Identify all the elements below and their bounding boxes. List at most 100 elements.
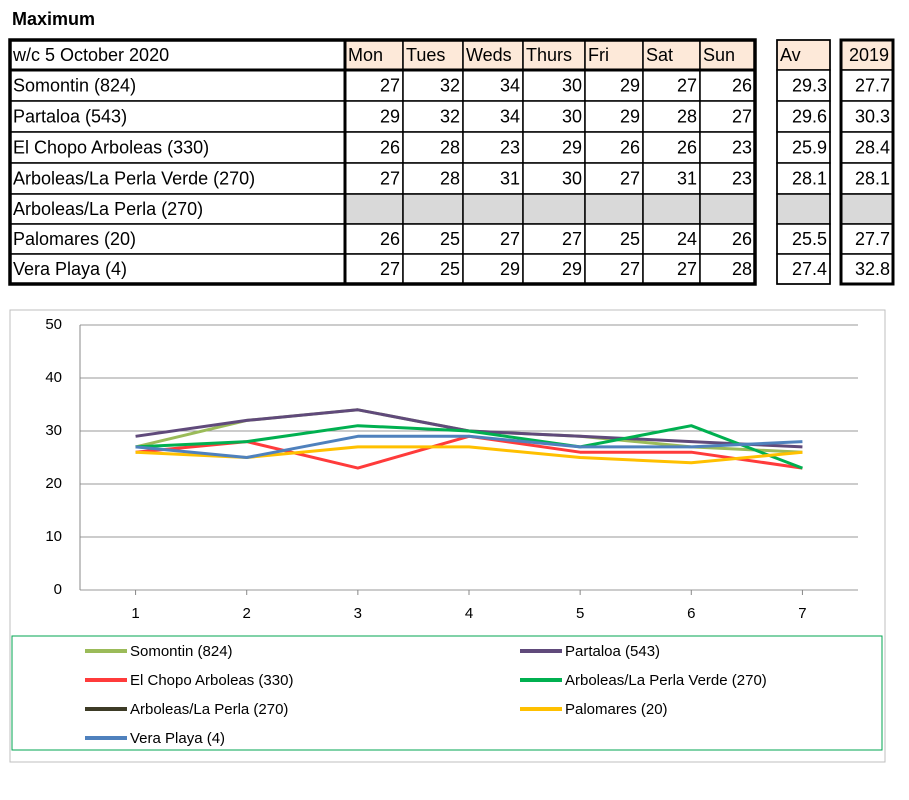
cell xyxy=(9,131,346,164)
cell-value: 27 xyxy=(677,75,697,95)
legend-label: Partaloa (543) xyxy=(565,643,660,660)
cell-value: 26 xyxy=(732,75,752,95)
row-label: Somontin (824) xyxy=(13,75,136,95)
x-tick-label: 4 xyxy=(465,605,473,622)
cell-value: 27 xyxy=(562,229,582,249)
cell xyxy=(522,193,586,225)
cell xyxy=(402,162,464,195)
cell-value: 32 xyxy=(440,75,460,95)
legend-label: Arboleas/La Perla Verde (270) xyxy=(565,672,767,689)
cell xyxy=(840,253,894,285)
cell-value: 32 xyxy=(440,106,460,126)
cell-value: 27.7 xyxy=(855,75,890,95)
cell-value: 31 xyxy=(500,168,520,188)
header-text: Av xyxy=(780,45,801,65)
average-value: 28.1 xyxy=(792,168,827,188)
chart-frame xyxy=(9,309,886,763)
header-text: Sat xyxy=(646,45,673,65)
header-cell xyxy=(642,39,701,71)
y-tick-label: 10 xyxy=(45,528,62,545)
cell xyxy=(840,193,894,225)
cell-value: 27 xyxy=(677,259,697,279)
cell-value: 27 xyxy=(380,168,400,188)
table-border xyxy=(8,38,757,286)
average-value: 25.5 xyxy=(792,229,827,249)
legend-label: Vera Playa (4) xyxy=(130,730,225,747)
header-cell xyxy=(462,39,524,71)
x-tick-label: 5 xyxy=(576,605,584,622)
cell xyxy=(584,223,644,255)
cell-value: 28.4 xyxy=(855,137,890,157)
cell-value: 26 xyxy=(380,229,400,249)
cell xyxy=(699,253,756,285)
header-text: Thurs xyxy=(526,45,572,65)
legend-label: El Chopo Arboleas (330) xyxy=(130,672,293,689)
cell xyxy=(462,100,524,133)
y-tick-label: 0 xyxy=(54,581,62,598)
cell xyxy=(776,193,831,225)
cell-value: 25 xyxy=(620,229,640,249)
cell xyxy=(699,193,756,225)
cell-value: 28 xyxy=(440,137,460,157)
cell xyxy=(642,69,701,102)
cell xyxy=(402,131,464,164)
cell-value: 27 xyxy=(380,259,400,279)
y-tick-label: 50 xyxy=(45,316,62,333)
cell xyxy=(642,253,701,285)
y-tick-label: 40 xyxy=(45,369,62,386)
cell xyxy=(699,69,756,102)
av-border xyxy=(776,39,831,285)
cell-value: 28 xyxy=(732,259,752,279)
cell xyxy=(462,162,524,195)
cell-value: 27 xyxy=(500,229,520,249)
series-line xyxy=(135,424,803,470)
x-tick-label: 2 xyxy=(243,605,251,622)
cell-value: 29 xyxy=(620,106,640,126)
row-label: Arboleas/La Perla Verde (270) xyxy=(13,168,255,188)
cell-value: 26 xyxy=(620,137,640,157)
cell-value: 29 xyxy=(562,259,582,279)
row-label: Vera Playa (4) xyxy=(13,259,127,279)
average-value: 29.6 xyxy=(792,106,827,126)
row-label: Palomares (20) xyxy=(13,229,136,249)
cell-value: 23 xyxy=(500,137,520,157)
header-text: Fri xyxy=(588,45,609,65)
cell-value: 24 xyxy=(677,229,697,249)
y-tick-label: 20 xyxy=(45,475,62,492)
average-value: 27.4 xyxy=(792,259,827,279)
cell-value: 27 xyxy=(620,259,640,279)
average-value: 25.9 xyxy=(792,137,827,157)
cell-value: 26 xyxy=(677,137,697,157)
header-text: Weds xyxy=(466,45,512,65)
header-cell xyxy=(402,39,464,71)
cell-value: 29 xyxy=(562,137,582,157)
y-tick-label: 30 xyxy=(45,422,62,439)
cell xyxy=(584,253,644,285)
cell-value: 30.3 xyxy=(855,106,890,126)
cell-value: 34 xyxy=(500,106,520,126)
cell-value: 25 xyxy=(440,259,460,279)
cell xyxy=(522,131,586,164)
row-label: El Chopo Arboleas (330) xyxy=(13,137,209,157)
x-tick-label: 3 xyxy=(354,605,362,622)
cell-value: 26 xyxy=(732,229,752,249)
cell xyxy=(522,223,586,255)
header-text: w/c 5 October 2020 xyxy=(12,45,169,65)
cell xyxy=(9,253,346,285)
header-text: Tues xyxy=(406,45,445,65)
cell xyxy=(402,193,464,225)
cell xyxy=(699,162,756,195)
cell xyxy=(776,223,831,255)
cell-value: 30 xyxy=(562,106,582,126)
cell-value: 23 xyxy=(732,137,752,157)
cell-value: 25 xyxy=(440,229,460,249)
cell-value: 34 xyxy=(500,75,520,95)
cell-value: 27 xyxy=(620,168,640,188)
cell-value: 30 xyxy=(562,168,582,188)
cell-value: 29 xyxy=(500,259,520,279)
legend-label: Palomares (20) xyxy=(565,701,668,718)
legend-label: Arboleas/La Perla (270) xyxy=(130,701,288,718)
cell xyxy=(699,223,756,255)
cell-value: 30 xyxy=(562,75,582,95)
